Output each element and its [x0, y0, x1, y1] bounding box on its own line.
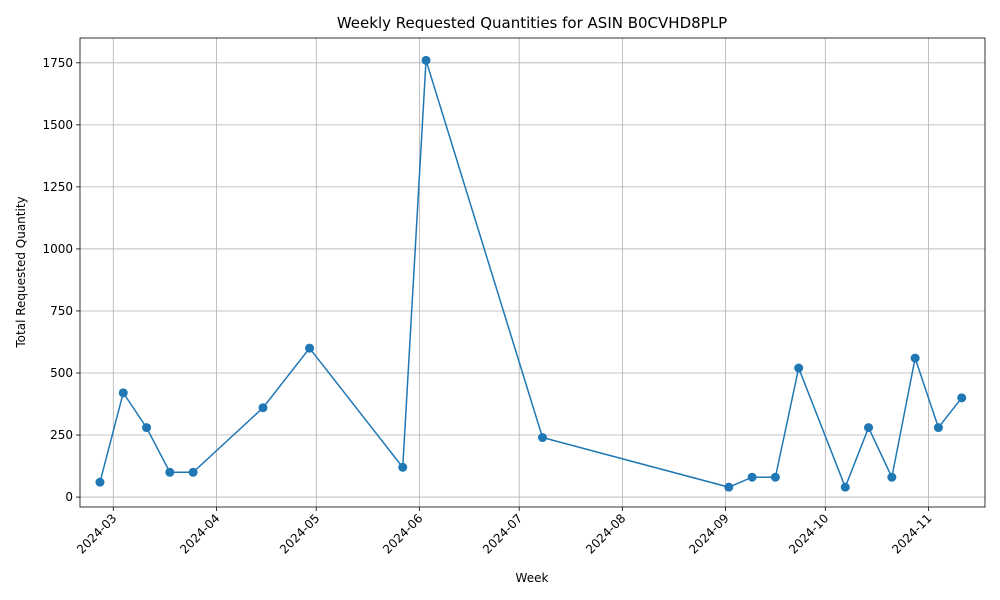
x-tick-label: 2024-06 [380, 511, 425, 556]
x-tick-label: 2024-04 [177, 511, 222, 556]
plot-frame [79, 37, 986, 508]
data-point [305, 343, 315, 353]
grid [80, 38, 985, 507]
y-axis-ticks: 0 250 500 750 1000 1250 1500 1750 [42, 56, 80, 504]
data-point [95, 477, 105, 487]
data-point [118, 388, 128, 398]
y-axis-label: Total Requested Quantity [14, 196, 28, 348]
x-tick-label: 2024-05 [277, 511, 322, 556]
series [95, 55, 967, 492]
data-point [165, 467, 175, 477]
data-point [840, 482, 850, 492]
data-point [747, 472, 757, 482]
series-line [99, 60, 963, 490]
data-point [724, 482, 734, 492]
y-tick-label: 1500 [42, 118, 73, 132]
x-tick-label: 2024-08 [583, 511, 628, 556]
data-point [864, 423, 874, 433]
data-point [933, 423, 943, 433]
x-tick-label: 2024-07 [480, 511, 525, 556]
data-point [887, 472, 897, 482]
x-axis-label: Week [516, 571, 549, 585]
x-tick-label: 2024-10 [786, 511, 831, 556]
x-tick-label: 2024-11 [889, 511, 934, 556]
data-point [794, 363, 804, 373]
y-tick-label: 750 [50, 304, 73, 318]
data-point [398, 462, 408, 472]
data-point [910, 353, 920, 363]
x-axis-ticks: 2024-03 2024-04 2024-05 2024-06 2024-07 2024-… [74, 507, 935, 557]
y-tick-label: 1750 [42, 56, 73, 70]
data-point [421, 55, 431, 65]
x-tick-label: 2024-09 [686, 511, 731, 556]
data-point [188, 467, 198, 477]
y-tick-label: 250 [50, 428, 73, 442]
x-tick-label: 2024-03 [74, 511, 119, 556]
data-point [142, 423, 152, 433]
y-tick-label: 1250 [42, 180, 73, 194]
y-tick-label: 0 [65, 490, 73, 504]
y-tick-label: 500 [50, 366, 73, 380]
y-tick-label: 1000 [42, 242, 73, 256]
data-point [537, 433, 547, 443]
chart-title: Weekly Requested Quantities for ASIN B0C… [337, 14, 727, 32]
data-point [258, 403, 268, 413]
data-point [957, 393, 967, 403]
data-point [770, 472, 780, 482]
